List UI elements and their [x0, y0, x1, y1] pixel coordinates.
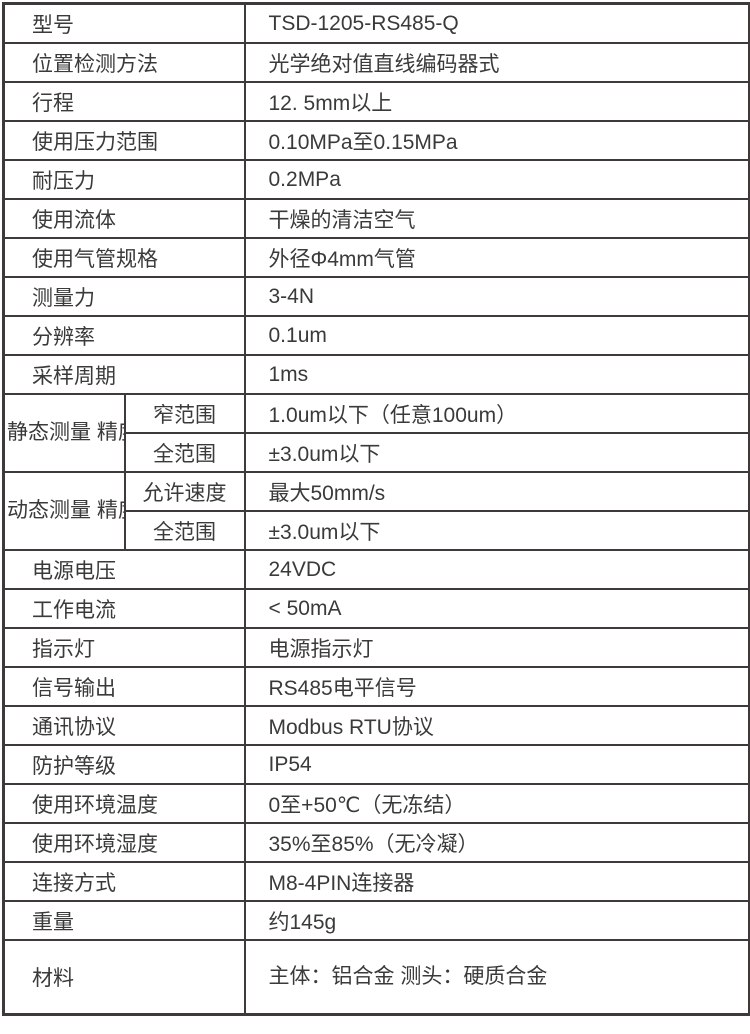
- spec-label: 使用流体: [2, 198, 246, 239]
- spec-label: 型号: [2, 2, 246, 44]
- table-row: 信号输出 RS485电平信号: [2, 666, 750, 707]
- table-row: 电源电压 24VDC: [2, 549, 750, 590]
- spec-value: 0.10MPa至0.15MPa: [243, 120, 750, 161]
- spec-label: 通讯协议: [2, 705, 246, 746]
- table-row: 连接方式 M8-4PIN连接器: [2, 861, 750, 902]
- spec-sub-label: 窄范围: [123, 393, 246, 434]
- spec-value: ±3.0um以下: [243, 510, 750, 551]
- spec-label: 行程: [2, 81, 246, 122]
- spec-label: 连接方式: [2, 861, 246, 902]
- spec-value: 0至+50℃（无冻结）: [243, 783, 750, 824]
- spec-value: 35%至85%（无冷凝）: [243, 822, 750, 863]
- spec-label: 材料: [2, 939, 246, 1016]
- spec-value: 最大50mm/s: [243, 471, 750, 512]
- table-row-group-static: 全范围 ±3.0um以下: [4, 432, 750, 473]
- table-row: 位置检测方法 光学绝对值直线编码器式: [2, 42, 750, 83]
- spec-sub-label: 全范围: [123, 510, 246, 551]
- spec-label: 使用环境温度: [2, 783, 246, 824]
- spec-label: 指示灯: [2, 627, 246, 668]
- table-row: 通讯协议 Modbus RTU协议: [2, 705, 750, 746]
- spec-value: M8-4PIN连接器: [243, 861, 750, 902]
- table-row: 行程 12. 5mm以上: [2, 81, 750, 122]
- table-row: 型号 TSD-1205-RS485-Q: [2, 2, 750, 44]
- spec-label: 使用气管规格: [2, 237, 246, 278]
- spec-value: 约145g: [243, 900, 750, 941]
- spec-label: 防护等级: [2, 744, 246, 785]
- table-row: 耐压力 0.2MPa: [2, 159, 750, 200]
- spec-label: 测量力: [2, 276, 246, 317]
- spec-label: 工作电流: [2, 588, 246, 629]
- spec-label: 采样周期: [2, 354, 246, 395]
- spec-group-label: 静态测量 精度: [2, 393, 126, 473]
- table-row: 采样周期 1ms: [2, 354, 750, 395]
- table-row: 分辨率 0.1um: [2, 315, 750, 356]
- spec-value: IP54: [243, 744, 750, 785]
- table-row: 使用环境湿度 35%至85%（无冷凝）: [2, 822, 750, 863]
- spec-value: 光学绝对值直线编码器式: [243, 42, 750, 83]
- spec-table: 型号 TSD-1205-RS485-Q 位置检测方法 光学绝对值直线编码器式 行…: [2, 2, 750, 1016]
- spec-value: 外径Φ4mm气管: [243, 237, 750, 278]
- spec-value: < 50mA: [243, 588, 750, 629]
- table-row: 测量力 3-4N: [2, 276, 750, 317]
- spec-value: 12. 5mm以上: [243, 81, 750, 122]
- table-row: 使用压力范围 0.10MPa至0.15MPa: [2, 120, 750, 161]
- spec-value: 24VDC: [243, 549, 750, 590]
- spec-label: 使用环境湿度: [2, 822, 246, 863]
- spec-value: RS485电平信号: [243, 666, 750, 707]
- table-row: 使用环境温度 0至+50℃（无冻结）: [2, 783, 750, 824]
- spec-value: 1.0um以下（任意100um）: [243, 393, 750, 434]
- spec-sub-label: 允许速度: [123, 471, 246, 512]
- spec-value: TSD-1205-RS485-Q: [243, 2, 750, 44]
- spec-value: 0.2MPa: [243, 159, 750, 200]
- table-row-group-static: 静态测量 精度 窄范围 1.0um以下（任意100um）: [2, 393, 750, 473]
- spec-label: 位置检测方法: [2, 42, 246, 83]
- spec-value: 3-4N: [243, 276, 750, 317]
- spec-label: 分辨率: [2, 315, 246, 356]
- table-row: 重量 约145g: [2, 900, 750, 941]
- spec-group-label: 动态测量 精度: [2, 471, 126, 551]
- table-row: 工作电流 < 50mA: [2, 588, 750, 629]
- spec-label: 使用压力范围: [2, 120, 246, 161]
- spec-label: 耐压力: [2, 159, 246, 200]
- spec-value: ±3.0um以下: [243, 432, 750, 473]
- spec-value: 电源指示灯: [243, 627, 750, 668]
- spec-sub-label: 全范围: [123, 432, 246, 473]
- table-row-material: 材料 主体：铝合金 测头：硬质合金: [2, 939, 750, 1016]
- table-row: 使用气管规格 外径Φ4mm气管: [2, 237, 750, 278]
- spec-value: 1ms: [243, 354, 750, 395]
- table-row-group-dynamic: 动态测量 精度 允许速度 最大50mm/s: [2, 471, 750, 551]
- spec-label: 重量: [2, 900, 246, 941]
- spec-label: 信号输出: [2, 666, 246, 707]
- table-row-group-dynamic: 全范围 ±3.0um以下: [4, 510, 750, 551]
- spec-label: 电源电压: [2, 549, 246, 590]
- table-row: 指示灯 电源指示灯: [2, 627, 750, 668]
- spec-value: Modbus RTU协议: [243, 705, 750, 746]
- spec-value: 干燥的清洁空气: [243, 198, 750, 239]
- spec-value: 主体：铝合金 测头：硬质合金: [243, 939, 750, 1016]
- spec-value: 0.1um: [243, 315, 750, 356]
- table-row: 防护等级 IP54: [2, 744, 750, 785]
- table-row: 使用流体 干燥的清洁空气: [2, 198, 750, 239]
